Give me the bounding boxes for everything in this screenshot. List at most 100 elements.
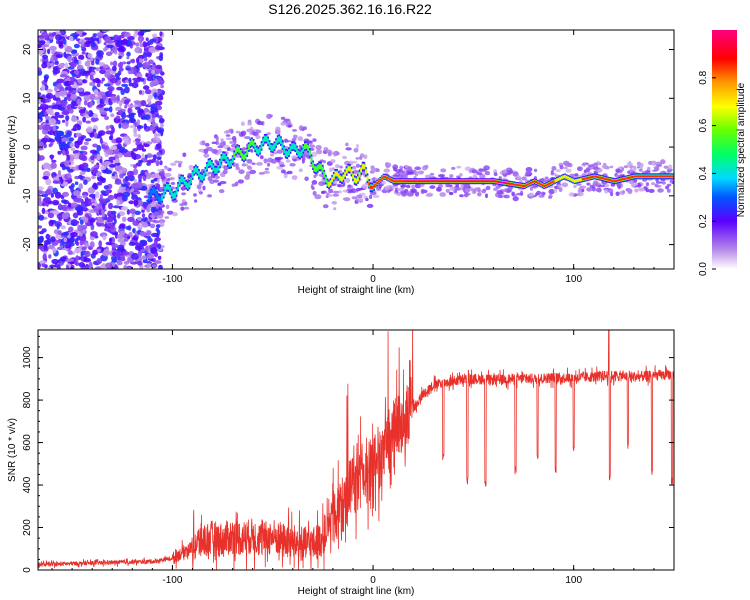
heatmap-cell bbox=[291, 155, 298, 159]
heatmap-ridge-cell bbox=[219, 160, 221, 167]
heatmap-cell bbox=[51, 159, 57, 163]
heatmap-ridge-cell bbox=[235, 148, 237, 154]
heatmap-ridge-cell bbox=[243, 155, 245, 160]
heatmap-ridge-cell bbox=[549, 182, 552, 185]
heatmap-ridge-cell bbox=[312, 162, 314, 168]
heatmap-cell bbox=[77, 65, 83, 70]
heatmap-ridge-cell bbox=[175, 189, 178, 195]
heatmap-cell bbox=[121, 216, 127, 222]
heatmap-cell bbox=[646, 166, 651, 171]
heatmap-cell bbox=[78, 262, 85, 268]
heatmap-cell bbox=[44, 98, 51, 103]
heatmap-cell bbox=[94, 96, 99, 100]
heatmap-cell bbox=[217, 182, 222, 186]
heatmap-ridge-cell bbox=[666, 175, 669, 178]
heatmap-cell bbox=[59, 245, 64, 249]
heatmap-cell bbox=[298, 168, 303, 172]
heatmap-cell bbox=[75, 241, 80, 246]
heatmap-cell bbox=[336, 183, 343, 188]
heatmap-cell bbox=[483, 165, 490, 171]
heatmap-cell bbox=[424, 174, 429, 178]
heatmap-ridge-cell bbox=[275, 140, 277, 146]
heatmap-ridge-cell bbox=[445, 180, 448, 182]
heatmap-ridge-cell bbox=[625, 177, 627, 180]
heatmap-ridge-cell bbox=[628, 176, 631, 179]
heatmap-cell bbox=[108, 106, 113, 113]
heatmap-ridge-cell bbox=[182, 176, 184, 183]
heatmap-cell bbox=[237, 179, 244, 184]
heatmap-ridge-cell bbox=[541, 184, 544, 187]
heatmap-cell bbox=[158, 264, 163, 269]
heatmap-cell bbox=[155, 160, 160, 167]
heatmap-cell bbox=[47, 130, 55, 136]
heatmap-cell bbox=[52, 247, 57, 254]
heatmap-cell bbox=[519, 179, 523, 183]
heatmap-cell bbox=[203, 148, 209, 154]
heatmap-cell bbox=[116, 115, 121, 119]
heatmap-cell bbox=[308, 144, 316, 148]
heatmap-cell bbox=[74, 181, 79, 185]
heatmap-cell bbox=[123, 31, 131, 38]
heatmap-cell bbox=[72, 49, 78, 53]
heatmap-cell bbox=[328, 188, 334, 194]
heatmap-cell bbox=[101, 208, 105, 215]
heatmap-ridge-cell bbox=[199, 174, 202, 180]
heatmap-ridge-cell bbox=[393, 180, 396, 183]
heatmap-cell bbox=[292, 134, 298, 139]
heatmap-cell bbox=[113, 193, 118, 200]
heatmap-ridge-cell bbox=[202, 173, 205, 179]
heatmap-cell bbox=[92, 33, 97, 38]
heatmap-cell bbox=[170, 162, 177, 166]
heatmap-cell bbox=[139, 239, 147, 244]
heatmap-cell bbox=[453, 190, 458, 194]
heatmap-ridge-cell bbox=[471, 180, 473, 182]
heatmap-cell bbox=[127, 266, 131, 269]
heatmap-ridge-cell bbox=[194, 166, 197, 173]
heatmap-cell bbox=[125, 225, 132, 230]
heatmap-cell bbox=[351, 196, 358, 200]
heatmap-ridge-cell bbox=[493, 180, 496, 182]
heatmap-ridge-cell bbox=[389, 178, 391, 181]
heatmap-cell bbox=[64, 149, 69, 157]
heatmap-ridge-cell bbox=[584, 177, 587, 180]
heatmap-ridge-cell bbox=[520, 184, 523, 187]
heatmap-cell bbox=[74, 123, 80, 128]
heatmap-cell bbox=[164, 173, 172, 177]
heatmap-ridge-cell bbox=[158, 195, 160, 203]
heatmap-cell bbox=[550, 170, 554, 175]
heatmap-cell bbox=[50, 154, 54, 161]
heatmap-cell bbox=[52, 68, 61, 75]
heatmap-cell bbox=[67, 55, 73, 63]
heatmap-cell bbox=[395, 169, 402, 174]
heatmap-ridge-cell bbox=[379, 178, 382, 181]
heatmap-cell bbox=[158, 219, 166, 224]
heatmap-ridge-cell bbox=[626, 177, 629, 180]
heatmap-cell bbox=[76, 206, 84, 211]
heatmap-cell bbox=[329, 167, 333, 173]
heatmap-ridge-cell bbox=[166, 183, 168, 190]
heatmap-cell bbox=[52, 180, 59, 184]
heatmap-cell bbox=[318, 181, 325, 187]
heatmap-cell bbox=[188, 164, 194, 171]
heatmap-cell bbox=[59, 261, 64, 266]
heatmap-cell bbox=[629, 168, 634, 173]
heatmap-cell bbox=[109, 88, 113, 95]
heatmap-cell bbox=[240, 121, 245, 126]
heatmap-ridge-cell bbox=[592, 175, 595, 178]
heatmap-ridge-cell bbox=[347, 166, 350, 171]
heatmap-cell bbox=[43, 196, 51, 203]
top-x-tick-label: -100 bbox=[162, 274, 182, 285]
heatmap-cell bbox=[103, 107, 111, 112]
heatmap-ridge-cell bbox=[570, 178, 573, 181]
heatmap-ridge-cell bbox=[453, 180, 456, 182]
heatmap-cell bbox=[75, 132, 83, 137]
heatmap-ridge-cell bbox=[609, 179, 611, 182]
heatmap-cell bbox=[49, 264, 56, 268]
heatmap-cell bbox=[38, 118, 41, 123]
heatmap-cell bbox=[83, 216, 89, 224]
heatmap-cell bbox=[143, 107, 149, 114]
heatmap-cell bbox=[456, 165, 462, 169]
heatmap-ridge-cell bbox=[573, 179, 576, 183]
heatmap-ridge-cell bbox=[220, 156, 223, 162]
heatmap-cell bbox=[93, 89, 99, 96]
